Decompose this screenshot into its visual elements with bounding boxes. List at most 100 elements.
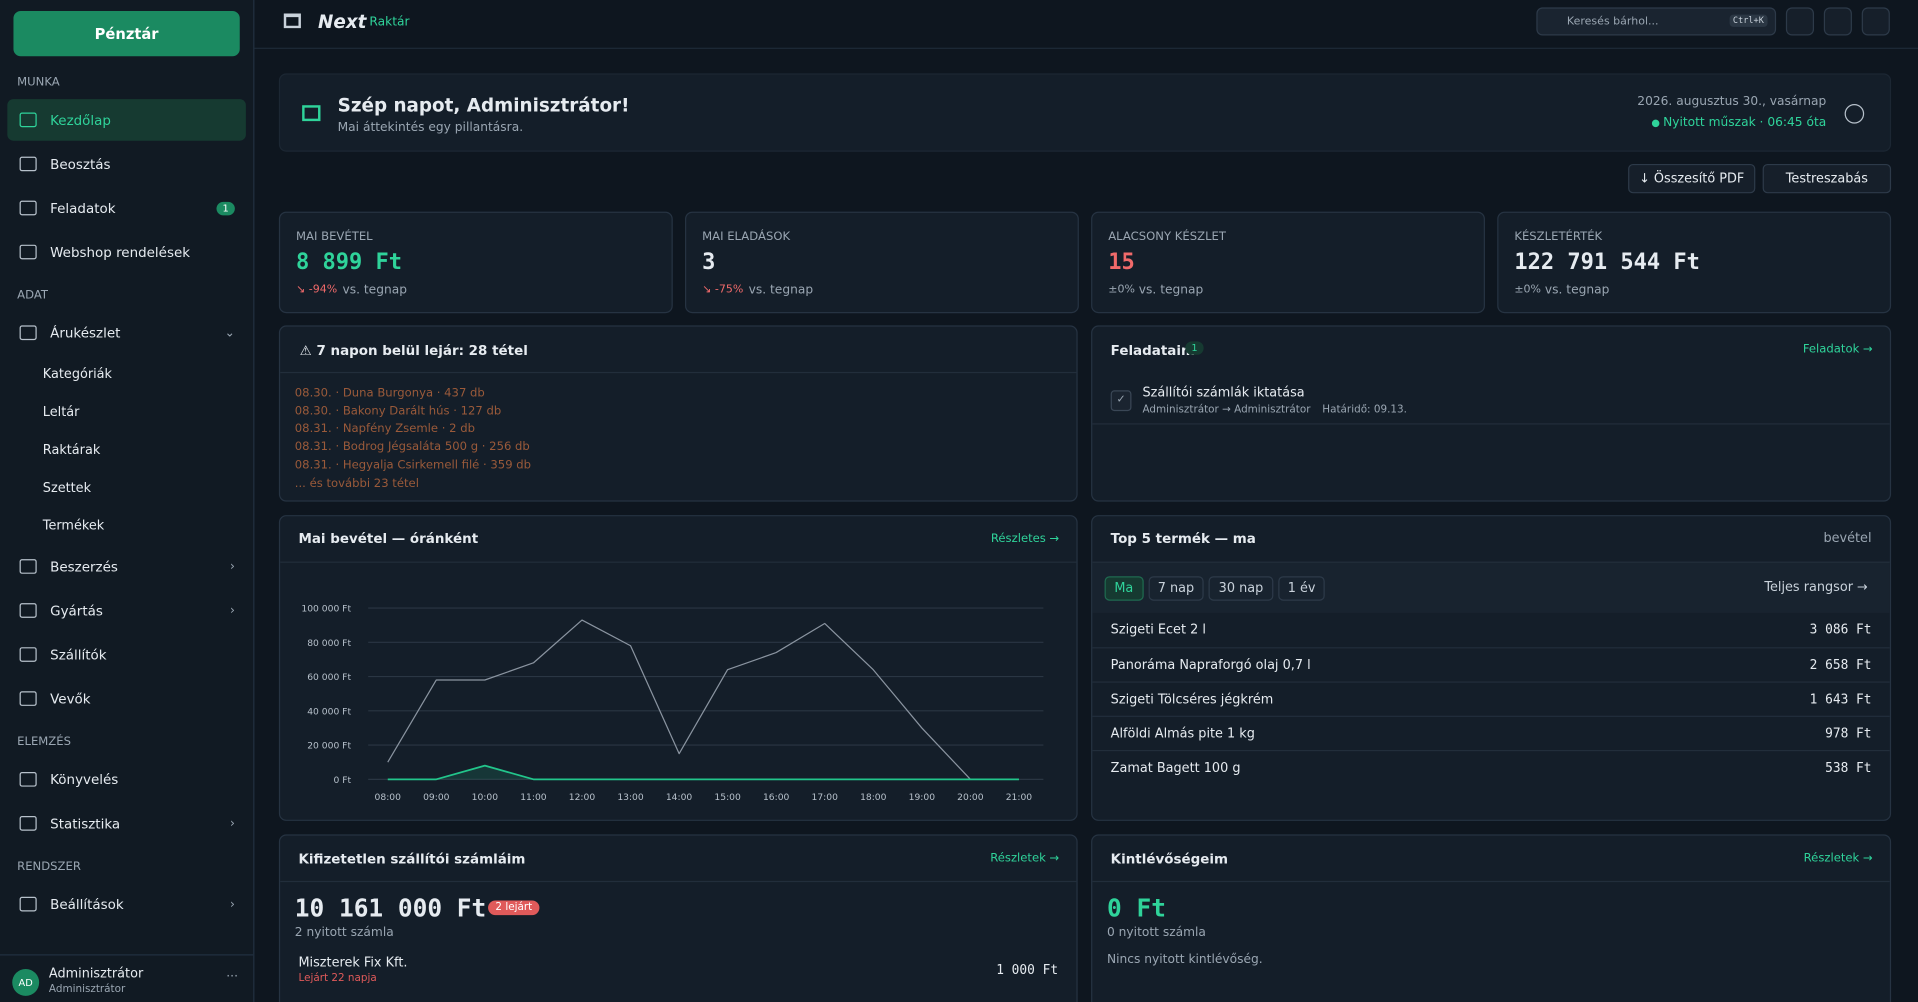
kpi-card: KÉSZLETÉRTÉK 122 791 544 Ft ±0% vs. tegnap bbox=[1497, 211, 1892, 314]
top5-card: Top 5 termék — ma bevétel Ma 7 nap 30 nap 1… bbox=[1091, 515, 1892, 821]
kpi-label: ALACSONY KÉSZLET bbox=[1108, 230, 1227, 244]
expiring-list: 08.30. · Duna Burgonya · 437 db 08.30. · … bbox=[295, 385, 531, 493]
chevron: › bbox=[229, 559, 235, 574]
kpi-delta: ±0% bbox=[1108, 283, 1135, 297]
messages-button[interactable] bbox=[1823, 7, 1852, 36]
chart: 0 Ft 20 000 Ft 40 000 Ft 60 000 Ft 80 000 Ft… bbox=[301, 604, 1044, 803]
nav-item[interactable]: Könyvelés bbox=[0, 757, 253, 801]
nav-icon bbox=[19, 647, 37, 662]
x-tick-label: 17:00 bbox=[812, 792, 839, 803]
help-icon[interactable] bbox=[1844, 103, 1865, 124]
kpi-label: MAI ELADÁSOK bbox=[702, 230, 791, 244]
nav-label: Gyártás bbox=[50, 602, 103, 619]
tab[interactable]: Ma bbox=[1104, 576, 1144, 601]
x-tick-label: 18:00 bbox=[860, 792, 887, 803]
tab[interactable]: 7 nap bbox=[1147, 576, 1204, 601]
nav-child[interactable]: Raktárak bbox=[42, 442, 101, 457]
nav-icon bbox=[19, 244, 37, 260]
tasks-link[interactable]: Feladatok → bbox=[1802, 342, 1873, 357]
chevron: ⌄ bbox=[224, 326, 235, 340]
x-tick-label: 20:00 bbox=[957, 792, 984, 803]
product-value: 978 Ft bbox=[1825, 726, 1872, 742]
nav-label: Beosztás bbox=[50, 155, 111, 172]
tasks-badge: 1 bbox=[1185, 341, 1204, 355]
expiring-item: 08.31. · Hegyalja Csirkemell filé · 359 … bbox=[294, 458, 532, 473]
nav-item[interactable]: Gyártás › bbox=[0, 588, 253, 632]
nav-child[interactable]: Kategóriák bbox=[42, 366, 113, 382]
shift-text: Nyitott műszak · 06:45 óta bbox=[1663, 116, 1827, 130]
revenue-link[interactable]: Részletes → bbox=[990, 532, 1060, 546]
receivables-card: Kintlévőségeim Részletek → 0 Ft 0 nyitot… bbox=[1091, 834, 1892, 1002]
x-tick-label: 12:00 bbox=[569, 792, 596, 803]
more-icon[interactable]: ··· bbox=[226, 970, 238, 984]
nav-icon bbox=[19, 112, 37, 128]
payables-card: Kifizetetlen szállítói számláim Részlete… bbox=[278, 834, 1078, 1002]
chevron: › bbox=[229, 897, 235, 911]
task[interactable]: ✓ Szállítói számlák iktatása Adminisztráto… bbox=[1092, 372, 1890, 425]
top5-title: Top 5 termék — ma bbox=[1110, 530, 1256, 547]
kpi-delta: ↘ -94% bbox=[296, 283, 338, 297]
payables-count: 2 nyitott számla bbox=[294, 926, 394, 940]
x-tick-label: 13:00 bbox=[617, 792, 644, 803]
task-title: Szállítói számlák iktatása bbox=[1142, 385, 1305, 401]
customize-button[interactable]: Testreszabás bbox=[1762, 163, 1892, 194]
expiring-title-text: 7 napon belül lejár: 28 tétel bbox=[316, 342, 528, 359]
nav-child[interactable]: Szettek bbox=[42, 480, 92, 495]
nav-item[interactable]: Árukészlet ⌄ bbox=[0, 311, 253, 355]
kpi-value: 122 791 544 Ft bbox=[1514, 249, 1700, 276]
x-tick-label: 11:00 bbox=[520, 792, 547, 803]
logo[interactable]: Next bbox=[318, 11, 367, 34]
invoice-name: Miszterek Fix Kft. bbox=[298, 955, 408, 971]
nav-item[interactable]: Statisztika › bbox=[0, 801, 253, 845]
notifications-button[interactable] bbox=[1785, 7, 1815, 36]
overdue-badge: 2 lejárt bbox=[488, 900, 540, 916]
tab[interactable]: 30 nap bbox=[1208, 576, 1274, 601]
product-name: Szigeti Tölcséres jégkrém bbox=[1110, 692, 1274, 708]
x-tick-label: 14:00 bbox=[666, 792, 693, 803]
receivables-link[interactable]: Részletek → bbox=[1803, 851, 1873, 865]
divider bbox=[280, 371, 1077, 374]
chevron: › bbox=[229, 603, 235, 618]
home-icon[interactable] bbox=[283, 13, 301, 29]
nav-item[interactable]: Beállítások › bbox=[0, 882, 253, 926]
payables-link[interactable]: Részletek → bbox=[990, 851, 1060, 865]
nav-item[interactable]: Webshop rendelések bbox=[0, 230, 253, 274]
search[interactable]: Keresés bárhol... Ctrl+K bbox=[1536, 7, 1777, 36]
nav-badge: 1 bbox=[216, 201, 235, 215]
checkout-button[interactable]: Pénztár bbox=[13, 11, 240, 57]
nav-item[interactable]: Beszerzés › bbox=[0, 544, 253, 588]
x-tick-label: 19:00 bbox=[909, 792, 936, 803]
user-box[interactable]: AD Adminisztrátor Adminisztrátor ··· bbox=[0, 954, 254, 1002]
nav-child[interactable]: Termékek bbox=[42, 518, 105, 533]
y-tick-label: 0 Ft bbox=[333, 775, 351, 786]
kpi-card: MAI ELADÁSOK 3 ↘ -75% vs. tegnap bbox=[684, 211, 1079, 314]
kpi-value: 8 899 Ft bbox=[296, 249, 403, 276]
task-meta: Adminisztrátor → Adminisztrátor bbox=[1142, 403, 1311, 416]
tab[interactable]: 1 év bbox=[1277, 576, 1326, 601]
shift: ● Nyitott műszak · 06:45 óta bbox=[1651, 116, 1827, 130]
nav-icon bbox=[19, 603, 37, 618]
nav-item[interactable]: Kezdőlap bbox=[7, 99, 246, 141]
task-checkbox: ✓ bbox=[1110, 390, 1132, 412]
y-tick-label: 40 000 Ft bbox=[307, 706, 351, 717]
nav-item[interactable]: Feladatok 1 bbox=[0, 186, 253, 230]
nav-icon bbox=[19, 325, 37, 341]
nav-item[interactable]: Szállítók bbox=[0, 633, 253, 677]
nav-item[interactable]: Vevők bbox=[0, 677, 253, 721]
pdf-button[interactable]: ↓ Összesítő PDF bbox=[1628, 163, 1756, 194]
nav-child[interactable]: Leltár bbox=[42, 404, 80, 420]
user-name: Adminisztrátor bbox=[48, 966, 144, 982]
product-row: Alföldi Almás pite 1 kg 978 Ft bbox=[1092, 715, 1890, 751]
kpi-card: MAI BEVÉTEL 8 899 Ft ↘ -94% vs. tegnap bbox=[278, 211, 673, 314]
y-tick-label: 60 000 Ft bbox=[307, 672, 351, 683]
y-tick-label: 80 000 Ft bbox=[307, 638, 351, 649]
nav-icon bbox=[19, 816, 37, 831]
help-button[interactable] bbox=[1861, 7, 1890, 36]
invoice-sub: Lejárt 22 napja bbox=[298, 972, 377, 985]
kpi-value: 3 bbox=[702, 249, 716, 276]
ranking-link[interactable]: Teljes rangsor → bbox=[1764, 579, 1868, 595]
divider bbox=[280, 880, 1077, 883]
nav-label: Beállítások bbox=[50, 896, 124, 913]
nav-item[interactable]: Beosztás bbox=[0, 142, 253, 186]
